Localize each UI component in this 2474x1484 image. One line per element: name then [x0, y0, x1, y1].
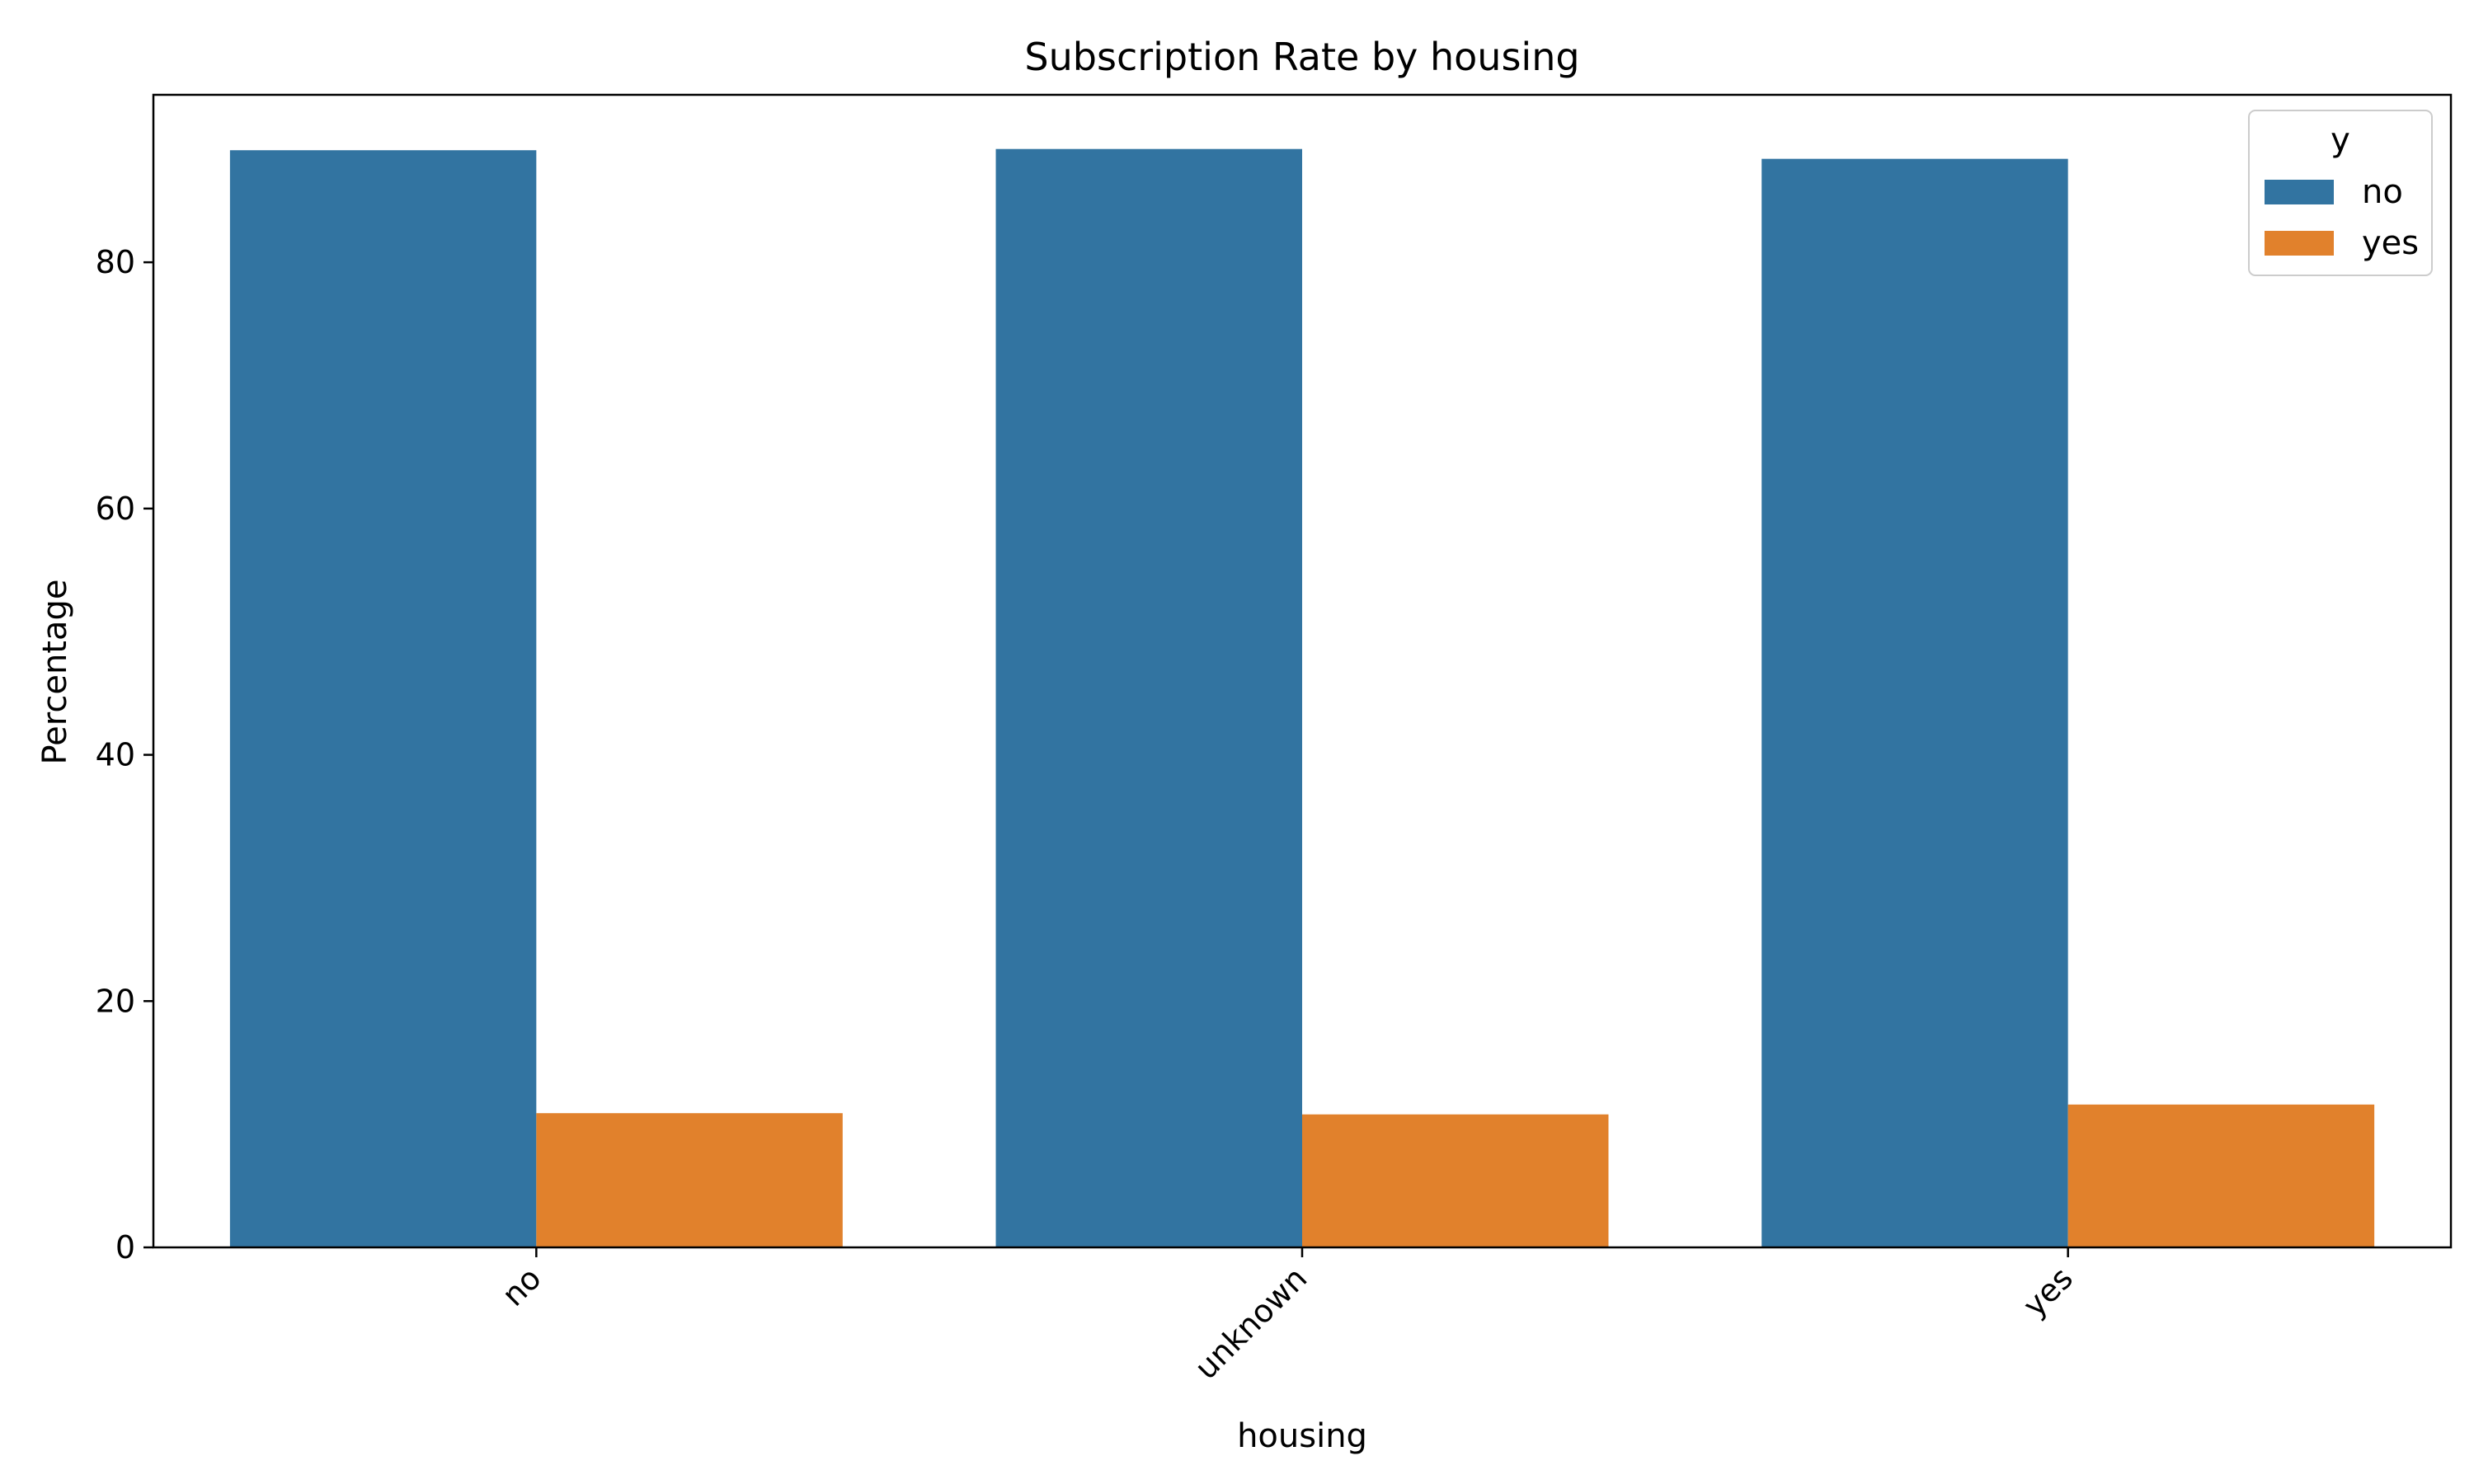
y-tick-label: 80: [96, 244, 135, 280]
bar-no-no: [229, 150, 537, 1247]
legend-swatch-yes: [2265, 231, 2334, 256]
bar-yes-no: [1761, 158, 2068, 1248]
legend-title: y: [2331, 121, 2350, 159]
y-axis: 0 20 40 60 80: [96, 244, 153, 1266]
x-axis-label: housing: [1237, 1417, 1367, 1455]
y-tick-label: 0: [115, 1229, 135, 1266]
y-tick-label: 60: [96, 491, 135, 527]
legend-swatch-no: [2265, 180, 2334, 204]
legend-label-no: no: [2362, 173, 2403, 211]
legend: y no yes: [2248, 110, 2433, 276]
y-tick-label: 40: [96, 737, 135, 773]
bars-group: [229, 148, 2375, 1248]
legend-label-yes: yes: [2362, 224, 2419, 262]
y-axis-label: Percentage: [36, 579, 74, 764]
bar-unknown-yes: [1302, 1114, 1609, 1247]
plot-area-frame: [152, 93, 2453, 1249]
chart-title: Subscription Rate by housing: [1024, 35, 1579, 79]
y-tick-label: 20: [96, 983, 135, 1019]
bar-yes-yes: [2067, 1104, 2375, 1247]
bar-no-yes: [536, 1113, 843, 1247]
bar-unknown-no: [995, 148, 1302, 1248]
